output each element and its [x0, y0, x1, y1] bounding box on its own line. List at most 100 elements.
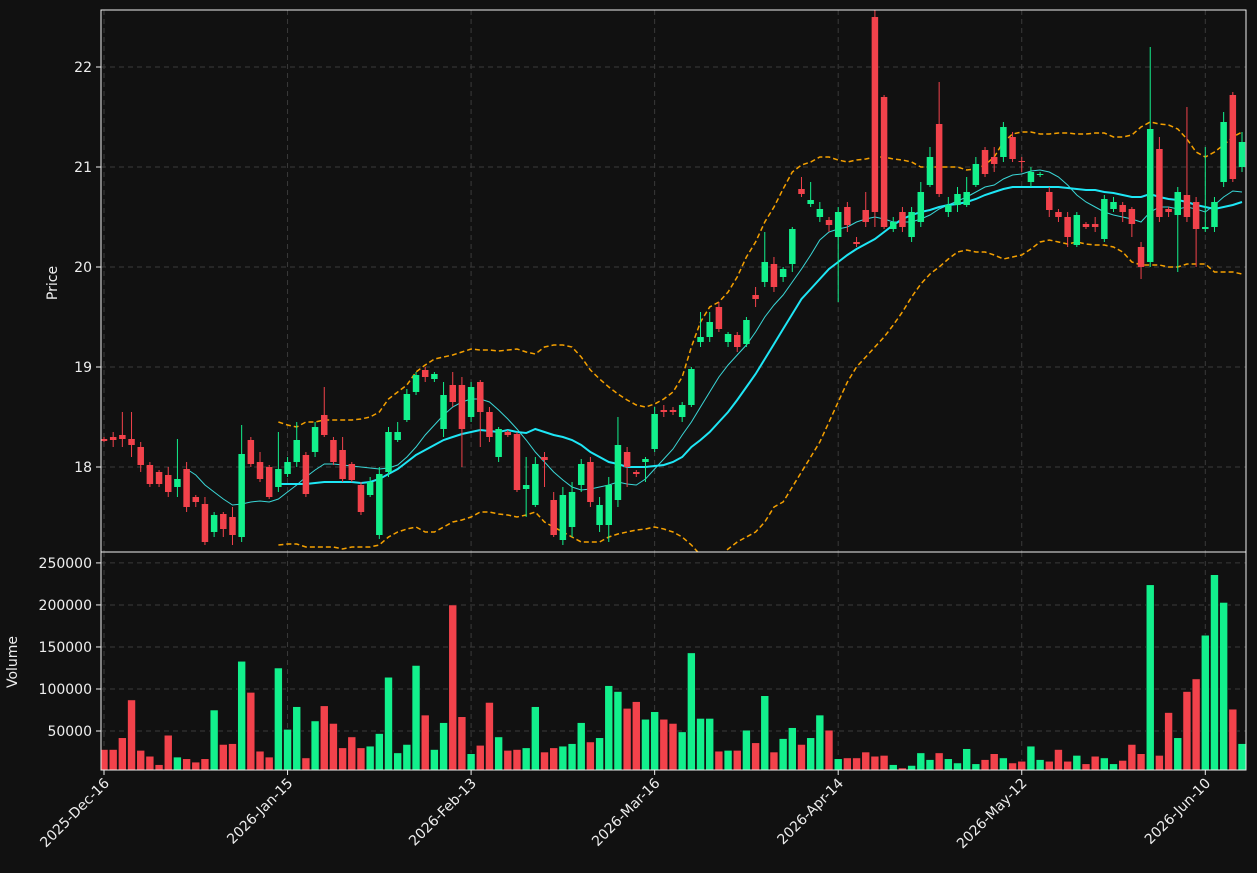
volume-bar: [815, 714, 825, 770]
volume-bar: [659, 718, 669, 770]
y-axis-label: Price: [45, 266, 61, 300]
candle-body: [945, 205, 952, 212]
candle-body: [752, 295, 759, 299]
candle-body: [164, 475, 172, 492]
volume-bar: [925, 759, 935, 770]
candle-body: [1101, 199, 1108, 239]
volume-bar: [1054, 749, 1063, 770]
volume-axis-label: Volume: [5, 636, 21, 688]
volume-bar: [145, 755, 155, 770]
volume-bar: [274, 667, 283, 770]
candle-body: [770, 264, 778, 287]
candle-body: [421, 370, 429, 377]
volume-bar: [1035, 759, 1045, 770]
volume-bar: [1081, 763, 1091, 770]
volume-bar: [1191, 678, 1201, 770]
y-tick-label: 20: [74, 260, 92, 276]
volume-bar: [558, 745, 568, 770]
volume-bar: [521, 747, 531, 770]
y-tick-label: 19: [74, 360, 92, 376]
candle-body: [339, 450, 346, 479]
volume-bar: [310, 720, 320, 770]
volume-bar: [1210, 574, 1219, 770]
candle-body: [513, 434, 521, 490]
volume-bar: [439, 722, 448, 770]
volume-bar: [806, 737, 815, 770]
volume-bar: [237, 660, 246, 770]
volume-bar: [411, 665, 421, 770]
candle-body: [816, 209, 824, 217]
volume-bar: [1182, 691, 1192, 770]
candle-body: [220, 514, 227, 529]
volume-bar: [989, 753, 999, 770]
candle-body: [192, 497, 200, 502]
volume-bar: [1072, 755, 1082, 770]
volume-bar: [631, 701, 641, 770]
candle-body: [1009, 137, 1016, 159]
volume-bar: [549, 747, 558, 770]
candle-body: [972, 164, 980, 185]
volume-bar: [402, 744, 412, 770]
volume-bar: [852, 757, 861, 770]
moving-average: [186, 169, 1243, 506]
candle-body: [1156, 149, 1163, 217]
candle-body: [458, 385, 466, 429]
candle-body: [1055, 212, 1062, 217]
volume-bar: [824, 729, 834, 770]
volume-bar: [870, 755, 880, 770]
candle-body: [412, 375, 420, 392]
candle-body: [1027, 172, 1035, 182]
candle-body: [605, 485, 613, 525]
candle-body: [963, 192, 970, 205]
candle-body: [1165, 209, 1172, 212]
volume-bar: [1228, 708, 1238, 770]
candle-body: [789, 229, 796, 264]
volume-bar: [888, 764, 898, 770]
volume-bar: [934, 752, 944, 770]
volume-bar: [907, 765, 916, 770]
volume-bar: [108, 749, 118, 770]
volume-bar: [1237, 743, 1246, 770]
candle-body: [522, 485, 530, 489]
volume-bar: [971, 763, 981, 770]
volume-bar: [118, 737, 127, 770]
candle-body: [981, 150, 989, 174]
candle-body: [825, 220, 833, 225]
candle-body: [614, 445, 622, 500]
volume-bar: [650, 711, 659, 770]
candle-body: [651, 414, 658, 449]
volume-bar: [732, 750, 742, 770]
candle-body: [1046, 192, 1053, 210]
candle-body: [899, 212, 906, 227]
candle-body: [155, 472, 163, 484]
candle-body: [449, 385, 456, 402]
candle-body: [596, 505, 603, 525]
volume-bar: [1044, 760, 1054, 770]
candle-body: [366, 482, 374, 495]
volume-bar: [209, 709, 219, 770]
candle-body: [504, 432, 512, 435]
candle-body: [321, 415, 328, 435]
volume-bar: [843, 757, 852, 770]
candle-body: [917, 192, 925, 222]
candle-body: [1018, 161, 1025, 162]
volume-bar: [944, 758, 953, 770]
volume-bar: [714, 750, 724, 770]
volume-bar: [999, 757, 1008, 770]
candle-body: [1174, 192, 1182, 215]
volume-bar: [641, 718, 650, 770]
candle-body: [834, 212, 842, 237]
candle-body: [137, 447, 144, 465]
volume-tick-label: 100000: [39, 682, 92, 698]
candle-body: [1128, 209, 1136, 224]
candle-body: [844, 207, 851, 225]
candle-body: [174, 479, 181, 487]
volume-bar: [586, 741, 595, 770]
volume-bar: [531, 706, 540, 770]
volume-bar: [742, 729, 751, 770]
candle-body: [119, 435, 126, 439]
candle-body: [798, 189, 805, 194]
candle-body: [201, 504, 209, 542]
candle-body: [128, 439, 135, 445]
